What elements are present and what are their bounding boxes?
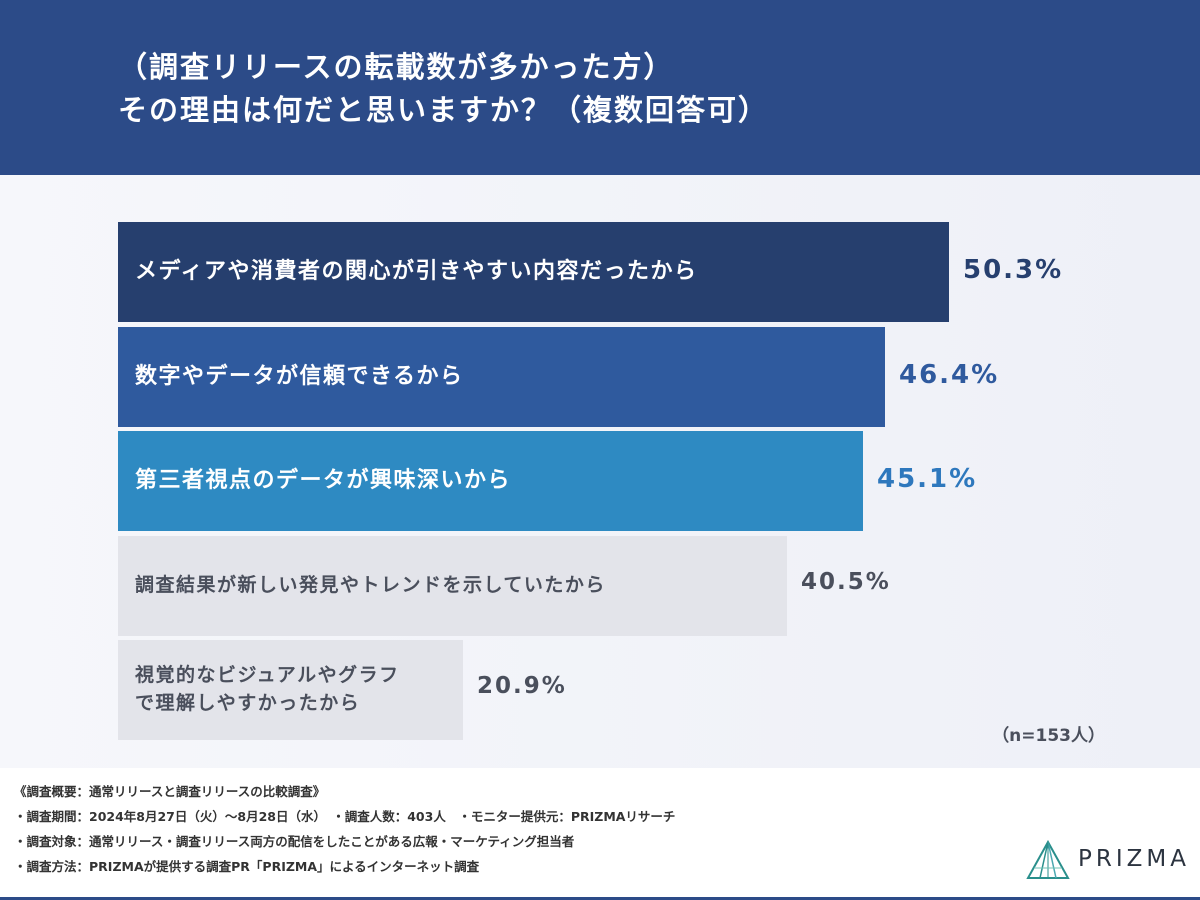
bar-value-5: 20.9% xyxy=(477,673,567,699)
survey-note-period: ・調査期間：2024年8月27日（火）～8月28日（水） ・調査人数：403人 … xyxy=(14,809,676,824)
bar-1 xyxy=(118,222,949,322)
bar-2 xyxy=(118,326,885,427)
chart-title: （調査リリースの転載数が多かった方） その理由は何だと思いますか？（複数回答可） xyxy=(118,46,769,132)
bar-label-2: 数字やデータが信頼できるから xyxy=(135,363,464,389)
bar-3 xyxy=(118,431,863,531)
title-line-2: その理由は何だと思いますか？（複数回答可） xyxy=(118,93,770,127)
footer: 《調査概要：通常リリースと調査リリースの比較調査》 ・調査期間：2024年8月2… xyxy=(0,768,1200,900)
chart-area: メディアや消費者の関心が引きやすい内容だったから 50.3% 数字やデータが信頼でき… xyxy=(0,175,1200,768)
bar-value-3: 45.1% xyxy=(877,464,978,494)
bar-chart: メディアや消費者の関心が引きやすい内容だったから 50.3% 数字やデータが信頼でき… xyxy=(0,175,1200,768)
bar-label-5-line-2: で理解しやすかったから xyxy=(135,692,361,714)
bar-value-2: 46.4% xyxy=(899,359,1000,390)
bar-label-4: 調査結果が新しい発見やトレンドを示していたから xyxy=(135,573,606,596)
bar-label-1: メディアや消費者の関心が引きやすい内容だったから xyxy=(135,259,698,285)
prizma-logo: PRIZMA xyxy=(1026,839,1186,880)
survey-notes: 《調査概要：通常リリースと調査リリースの比較調査》 ・調査期間：2024年8月2… xyxy=(14,779,675,879)
survey-note-method: ・調査方法：PRIZMAが提供する調査PR「PRIZMA」によるインターネット調… xyxy=(14,859,480,874)
prism-icon xyxy=(1026,839,1070,879)
logo-text: PRIZMA xyxy=(1078,846,1190,872)
bar-5 xyxy=(118,640,463,740)
survey-note-title: 《調査概要：通常リリースと調査リリースの比較調査》 xyxy=(14,784,326,799)
bar-value-1: 50.3% xyxy=(963,255,1064,285)
bar-4 xyxy=(118,535,787,636)
sample-size-note: （n=153人） xyxy=(992,726,1105,746)
bar-label-3: 第三者視点のデータが興味深いから xyxy=(135,468,512,494)
bar-value-4: 40.5% xyxy=(801,568,891,595)
survey-note-target: ・調査対象：通常リリース・調査リリース両方の配信をしたことがある広報・マーケティ… xyxy=(14,834,575,849)
bar-label-5-line-1: 視覚的なビジュアルやグラフ xyxy=(135,664,400,687)
header-banner: （調査リリースの転載数が多かった方） その理由は何だと思いますか？（複数回答可） xyxy=(0,0,1200,175)
title-line-1: （調査リリースの転載数が多かった方） xyxy=(118,50,675,84)
footer-divider xyxy=(0,897,1200,900)
